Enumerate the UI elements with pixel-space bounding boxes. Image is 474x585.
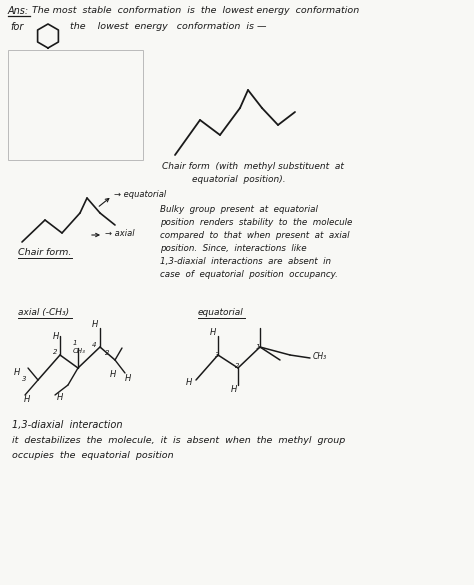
Text: equatorial: equatorial (198, 308, 244, 317)
Text: Bulky  group  present  at  equatorial: Bulky group present at equatorial (160, 205, 318, 214)
Text: axial (-CH₃): axial (-CH₃) (18, 308, 69, 317)
Text: position  renders  stability  to  the  molecule: position renders stability to the molecu… (160, 218, 352, 227)
Text: → axial: → axial (105, 229, 135, 238)
Text: for: for (10, 22, 23, 32)
Text: H: H (92, 320, 98, 329)
Text: case  of  equatorial  position  occupancy.: case of equatorial position occupancy. (160, 270, 338, 279)
Text: CH₃: CH₃ (313, 352, 327, 361)
Text: equatorial  position).: equatorial position). (192, 175, 286, 184)
Text: occupies  the  equatorial  position: occupies the equatorial position (12, 451, 173, 460)
Text: 3: 3 (215, 352, 219, 358)
Text: 1,3-diaxial  interactions  are  absent  in: 1,3-diaxial interactions are absent in (160, 257, 331, 266)
Text: 1: 1 (256, 344, 261, 350)
Text: H: H (14, 368, 20, 377)
Text: The most  stable  conformation  is  the  lowest energy  conformation: The most stable conformation is the lowe… (32, 6, 359, 15)
Text: position.  Since,  interactions  like: position. Since, interactions like (160, 244, 307, 253)
Text: H: H (210, 328, 216, 337)
Text: compared  to  that  when  present  at  axial: compared to that when present at axial (160, 231, 349, 240)
Text: Chair form  (with  methyl substituent  at: Chair form (with methyl substituent at (162, 162, 344, 171)
Text: H: H (24, 395, 30, 404)
Text: H: H (125, 374, 131, 383)
Text: H: H (53, 332, 59, 341)
Bar (8, 50, 143, 160)
Text: 4: 4 (92, 342, 97, 348)
Text: CH₃: CH₃ (73, 348, 86, 354)
Text: Ans:: Ans: (8, 6, 29, 16)
Text: H: H (57, 393, 63, 402)
Text: 3: 3 (22, 376, 27, 382)
Text: H: H (110, 370, 116, 379)
Text: H: H (231, 385, 237, 394)
Text: the    lowest  energy   conformation  is —: the lowest energy conformation is — (70, 22, 266, 31)
Text: it  destabilizes  the  molecule,  it  is  absent  when  the  methyl  group: it destabilizes the molecule, it is abse… (12, 436, 345, 445)
Text: 2: 2 (53, 349, 57, 355)
Text: 1,3-diaxial  interaction: 1,3-diaxial interaction (12, 420, 122, 430)
Text: 2: 2 (105, 350, 109, 356)
Text: 2: 2 (235, 363, 239, 369)
Text: Chair form.: Chair form. (18, 248, 72, 257)
Text: 1: 1 (73, 340, 78, 346)
Text: → equatorial: → equatorial (114, 190, 166, 199)
Text: H: H (186, 378, 192, 387)
